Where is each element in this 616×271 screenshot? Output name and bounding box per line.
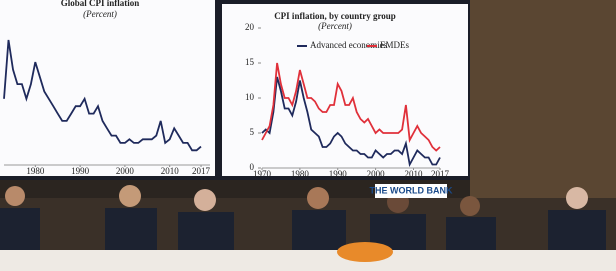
wall [470,0,616,200]
chart-subtitle: (Percent) [318,21,352,31]
scene: Global CPI inflation (Percent) CPI infla… [0,0,616,271]
chart-title: Global CPI inflation [61,0,140,8]
y-tick-label: 15 [245,57,255,67]
x-tick-label: 1970 [253,169,272,179]
y-tick-label: 20 [245,22,255,32]
y-tick-label: 10 [245,92,255,102]
banner: THE WORLD BANK [370,185,453,195]
x-tick-label: 1980 [26,166,45,176]
x-tick-label: 2000 [116,166,135,176]
x-tick-label: 2000 [367,169,386,179]
x-tick-label: 1990 [71,166,90,176]
table [0,250,616,271]
x-tick-label: 2017 [431,169,450,179]
chart-title: CPI inflation, by country group [274,11,396,21]
x-tick-label: 1990 [329,169,348,179]
x-tick-label: 2010 [161,166,180,176]
y-tick-label: 5 [250,127,255,137]
slide-panel [0,0,215,176]
x-tick-label: 1980 [291,169,310,179]
flowers [337,242,393,262]
legend-label: EMDEs [380,40,409,50]
chart-subtitle: (Percent) [83,9,117,19]
x-tick-label: 2017 [192,166,211,176]
x-tick-label: 2010 [404,169,423,179]
